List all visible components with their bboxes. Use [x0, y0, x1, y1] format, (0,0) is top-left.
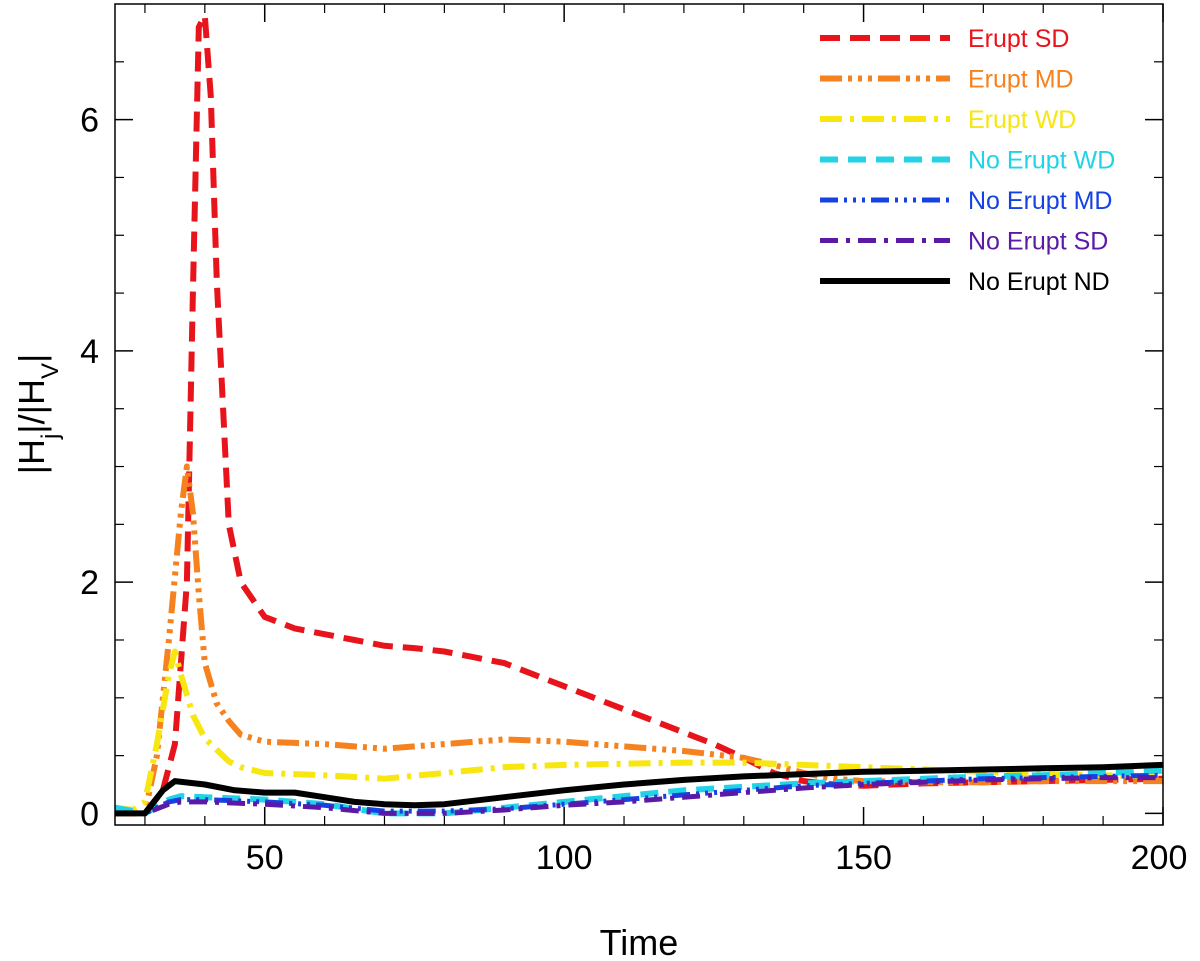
legend: Erupt SD Erupt MD Erupt WD No Erupt WD No Er…	[820, 25, 1115, 296]
legend-label-2: Erupt MD	[968, 66, 1074, 94]
y-axis-title-prefix: |H	[11, 439, 52, 474]
x-tick-label: 200	[1131, 839, 1188, 877]
y-tick-label: 6	[80, 102, 99, 140]
x-tick-label: 150	[835, 839, 892, 877]
legend-label-1: Erupt SD	[968, 25, 1069, 53]
y-tick-label: 4	[80, 333, 99, 371]
y-tick-label: 0	[80, 795, 99, 833]
series-line-1	[115, 12, 1163, 817]
ticks-layer: 50 100 150 200 0 2 4 6	[80, 4, 1187, 877]
y-axis-title-suffix: |	[11, 354, 52, 363]
series-layer	[115, 12, 1163, 817]
legend-label-3: Erupt WD	[968, 106, 1076, 134]
series-line-3	[115, 648, 1163, 813]
legend-label-4: No Erupt WD	[968, 147, 1115, 175]
series-line-7	[115, 761, 1163, 817]
legend-label-6: No Erupt SD	[968, 228, 1108, 256]
series-line-6	[115, 775, 1163, 816]
y-axis-title: |Hj|/|HV|	[11, 354, 64, 475]
y-axis-title-sub2: V	[37, 363, 64, 379]
series-line-5	[115, 772, 1163, 816]
x-axis-title: Time	[600, 922, 679, 961]
series-line-2	[115, 463, 1163, 817]
legend-label-5: No Erupt MD	[968, 187, 1112, 215]
plot-frame	[114, 3, 1164, 826]
legend-label-7: No Erupt ND	[968, 268, 1110, 296]
y-axis-title-mid: |/|H	[11, 379, 52, 434]
y-axis-title-sub1: j	[37, 434, 64, 440]
y-tick-label: 2	[80, 564, 99, 602]
x-tick-label: 50	[246, 839, 284, 877]
x-tick-label: 100	[536, 839, 593, 877]
